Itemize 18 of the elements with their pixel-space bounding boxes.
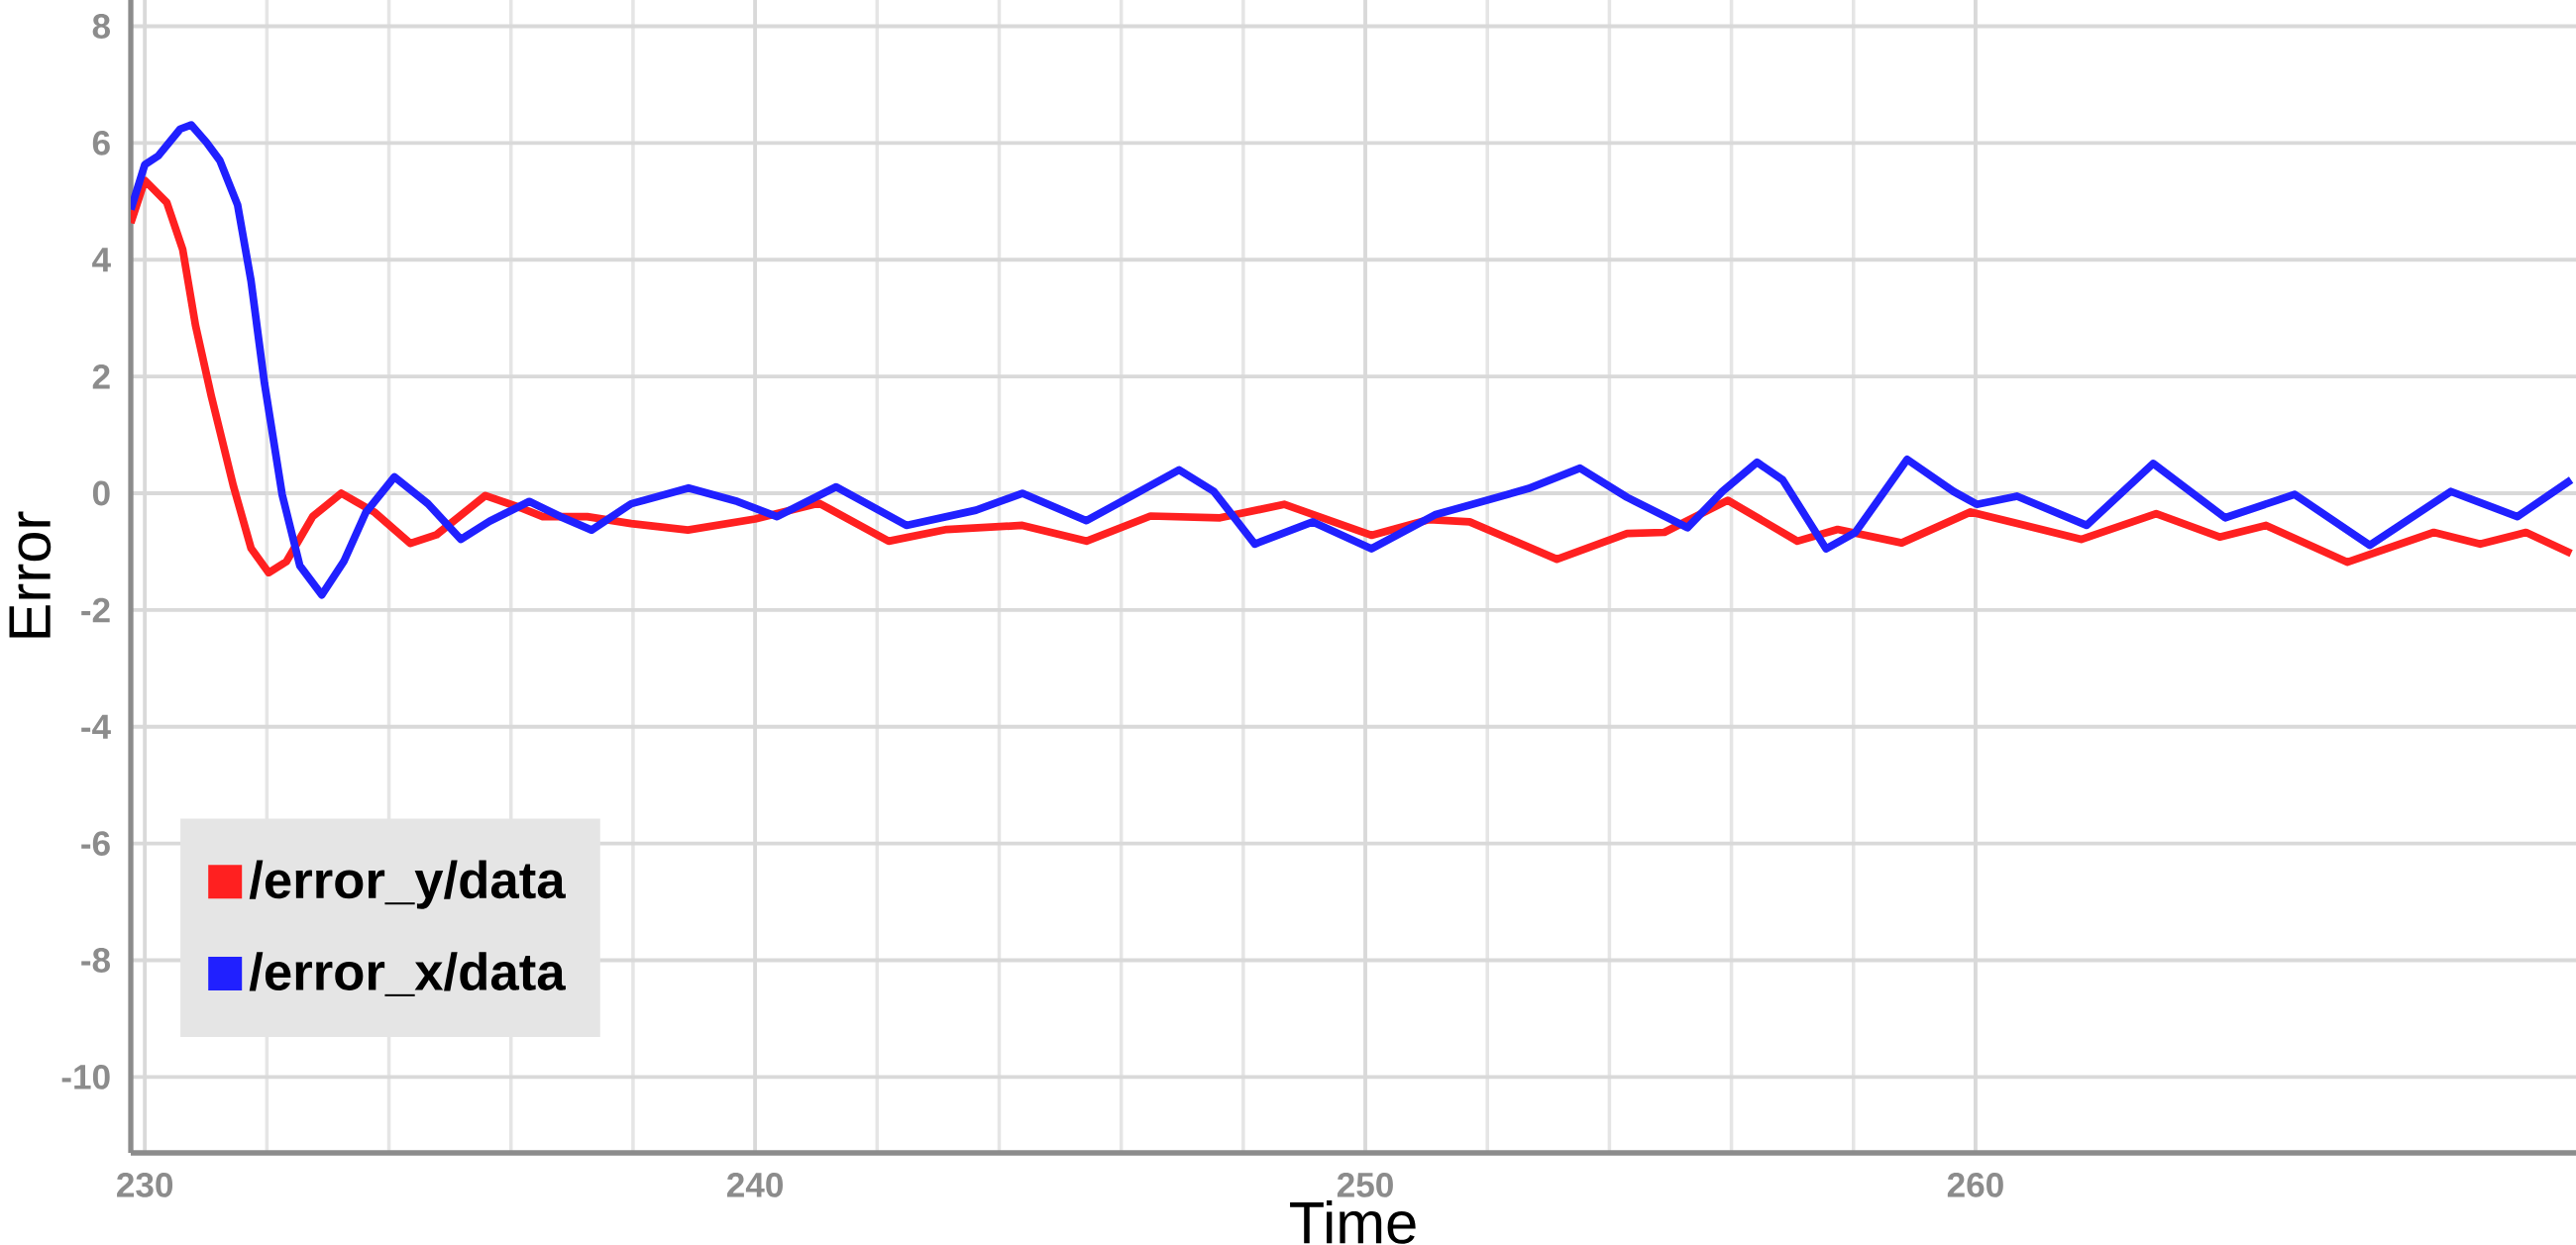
y-tick-label: 4 [92, 248, 111, 272]
y-tick-label: -2 [81, 597, 110, 623]
x-tick-label: 240 [726, 1172, 783, 1197]
x-axis-title: Time [1290, 1199, 1416, 1244]
y-tick-label: 2 [92, 363, 110, 389]
x-tick-label: 260 [1947, 1172, 2003, 1197]
y-tick-label: 0 [92, 480, 110, 506]
y-tick-label: 6 [92, 130, 110, 156]
x-tick-label: 230 [117, 1172, 173, 1197]
y-tick-label: -4 [81, 714, 111, 739]
y-axis-title: Error [9, 511, 52, 638]
y-tick-label: -10 [61, 1064, 110, 1089]
legend-label: /error_x/data [249, 952, 566, 996]
y-tick-label: -6 [81, 831, 110, 857]
x-tick-label: 250 [1337, 1172, 1393, 1197]
y-tick-label: 8 [92, 14, 111, 39]
legend-label: /error_y/data [249, 860, 566, 909]
y-tick-label: -8 [81, 948, 111, 973]
